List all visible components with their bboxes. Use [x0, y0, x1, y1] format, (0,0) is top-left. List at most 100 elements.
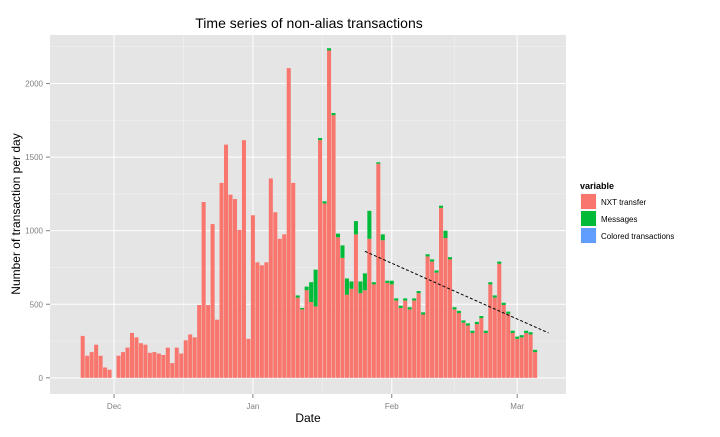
bar-segment: [488, 284, 493, 378]
bar-segment: [103, 367, 108, 378]
bar-segment: [519, 337, 524, 378]
bar-segment: [313, 306, 318, 378]
x-tick-label: Feb: [385, 402, 399, 411]
x-axis-label: Date: [295, 411, 321, 425]
bar-segment: [430, 261, 435, 378]
bar-segment: [80, 335, 85, 378]
bar-segment: [385, 280, 390, 283]
bar-segment: [425, 256, 430, 378]
bar-segment: [309, 302, 314, 378]
y-axis-label: Number of transaction per day: [9, 133, 23, 294]
bar-segment: [120, 352, 126, 378]
bar-segment: [474, 321, 479, 325]
bar-segment: [241, 140, 246, 378]
bar-segment: [497, 263, 502, 378]
bar-segment: [147, 352, 152, 378]
bar-segment: [255, 262, 260, 378]
bar-segment: [380, 240, 385, 378]
bar-segment: [353, 234, 358, 378]
bar-segment: [89, 352, 94, 378]
bar-segment: [129, 332, 134, 378]
bar-segment: [510, 330, 515, 333]
bar-segment: [412, 298, 417, 301]
bar-segment: [533, 352, 538, 378]
bar-segment: [259, 265, 264, 378]
bar-segment: [461, 320, 466, 323]
bar-segment: [421, 314, 426, 378]
bar-segment: [318, 137, 323, 141]
bar-segment: [210, 224, 215, 378]
bar-segment: [134, 337, 139, 378]
bar-segment: [447, 259, 453, 378]
bar-segment: [313, 269, 318, 307]
y-tick-label: 0: [39, 374, 44, 383]
bar-segment: [389, 284, 394, 378]
bar-segment: [282, 234, 287, 378]
bar-segment: [273, 212, 278, 378]
bar-segment: [353, 221, 358, 235]
bar-segment: [394, 298, 399, 301]
bar-segment: [434, 272, 439, 378]
bar-segment: [349, 281, 354, 289]
bar-segment: [192, 337, 197, 378]
bar-segment: [300, 309, 305, 378]
bar-segment: [327, 48, 332, 51]
bar-segment: [358, 293, 363, 378]
y-tick-label: 500: [30, 300, 44, 309]
chart-title: Time series of non-alias transactions: [195, 15, 422, 31]
bar-segment: [340, 245, 345, 258]
bar-segment: [515, 338, 520, 378]
bar-segment: [439, 205, 444, 208]
bar-segment: [327, 50, 332, 378]
bar-segment: [376, 163, 381, 378]
bar-segment: [367, 210, 372, 239]
bar-segment: [161, 355, 166, 378]
bar-segment: [367, 238, 372, 378]
bar-segment: [219, 182, 224, 378]
bar-segment: [152, 352, 157, 378]
trend-line: [364, 250, 549, 334]
legend-title: variable: [580, 181, 614, 191]
bar-segment: [94, 344, 99, 378]
bar-segment: [506, 313, 511, 378]
bar-segment: [300, 307, 305, 310]
bar-segment: [170, 363, 175, 378]
y-axis-ticks: 0 500 1000 1500 2000: [25, 80, 50, 383]
legend-label: NXT transfer: [601, 198, 647, 207]
bar-segment: [232, 199, 238, 378]
bar-segment: [304, 286, 309, 291]
bar-segment: [349, 288, 354, 378]
legend-swatch: [581, 211, 596, 226]
bar-segment: [501, 302, 506, 305]
bar-segment: [483, 332, 488, 378]
x-tick-label: Mar: [510, 402, 524, 411]
bar-segment: [358, 281, 363, 294]
bar-segment: [389, 280, 394, 285]
bar-segment: [309, 282, 314, 303]
bar-segment: [398, 307, 403, 378]
bar-segment: [510, 332, 515, 378]
x-axis-ticks: Dec Jan Feb Mar: [107, 394, 524, 411]
bar-segment: [412, 300, 417, 378]
bar-segment: [344, 294, 349, 378]
bar-segment: [201, 201, 206, 378]
legend: variable NXT transfer Messages Colored tra…: [579, 181, 674, 245]
bar-segment: [322, 203, 327, 378]
bar-segment: [394, 300, 399, 378]
bar-segment: [224, 144, 229, 378]
y-tick-label: 1500: [25, 153, 43, 162]
bar-segment: [98, 355, 103, 378]
bar-segment: [447, 257, 453, 260]
bar-segment: [483, 330, 488, 333]
bar-segment: [215, 319, 220, 378]
bar-segment: [434, 270, 439, 273]
bar-segment: [443, 238, 448, 378]
trend-line-group: [364, 250, 549, 334]
bar-segment: [331, 115, 336, 378]
bar-segment: [291, 182, 296, 378]
bar-segment: [479, 316, 484, 319]
y-tick-label: 1000: [25, 227, 43, 236]
bar-segment: [380, 234, 385, 241]
bar-segment: [295, 297, 300, 378]
bar-segment: [138, 343, 143, 378]
